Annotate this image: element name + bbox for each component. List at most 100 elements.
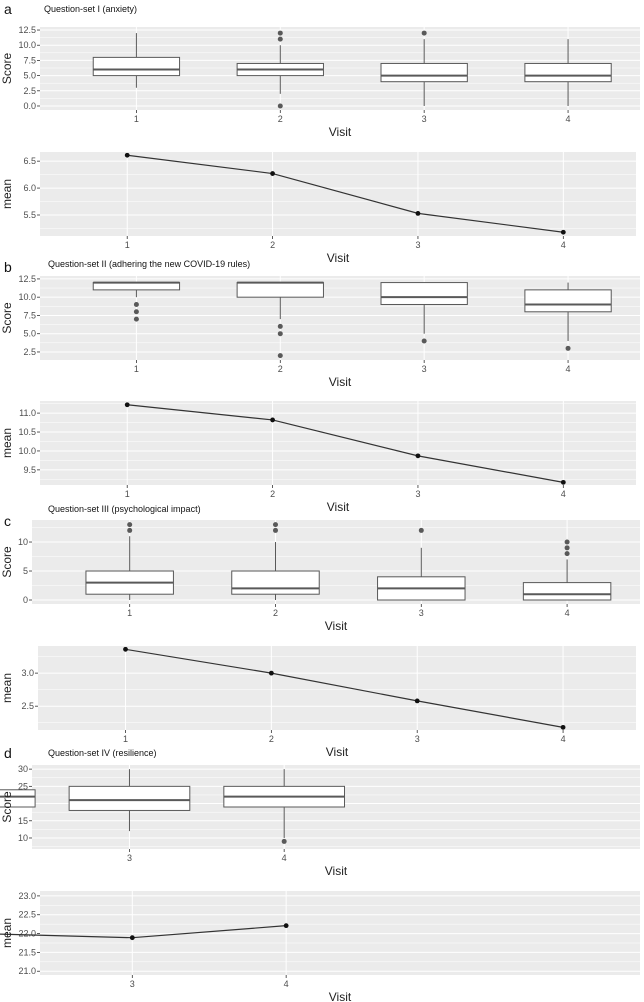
x-tick-label: 4 — [282, 853, 287, 863]
y-tick-label: 6.0 — [23, 183, 36, 193]
outlier-point — [127, 527, 133, 533]
x-tick-label: 3 — [127, 853, 132, 863]
outlier-point — [133, 301, 139, 307]
x-tick-label: 4 — [284, 979, 289, 989]
box-iqr — [380, 62, 468, 83]
y-tick-label: 2.5 — [21, 701, 34, 711]
y-axis-title: Score — [0, 546, 14, 578]
panel-b-line: 9.5 10.0 10.5 11.0 1 2 3 4 mean Visit — [0, 401, 636, 514]
box-visit-3 — [380, 30, 468, 106]
box-visit-1 — [85, 522, 174, 600]
outlier-point — [418, 527, 424, 533]
outlier-point — [127, 522, 133, 528]
outlier-point — [277, 353, 283, 359]
mean-point — [123, 646, 128, 652]
x-tick-label: 3 — [422, 364, 427, 374]
box-visit-4 — [524, 39, 612, 106]
x-tick-label: 2 — [273, 608, 278, 618]
box-iqr — [0, 789, 36, 808]
y-tick-label: 10.0 — [18, 292, 36, 302]
y-tick-label: 2.5 — [23, 86, 36, 96]
panel-b-box: 2.5 5.0 7.5 10.0 12.5 1 2 3 4 b Question-set II (a… — [0, 259, 640, 389]
y-tick-label: 10.0 — [18, 446, 36, 456]
y-tick-label: 22.5 — [18, 910, 36, 920]
x-axis-title: Visit — [329, 375, 352, 389]
y-axis-title: mean — [0, 673, 14, 703]
x-tick-label: 3 — [419, 608, 424, 618]
mean-line — [127, 154, 564, 233]
panel-letter: b — [4, 259, 12, 275]
x-tick-label: 4 — [565, 608, 570, 618]
outlier-point — [565, 345, 571, 351]
y-tick-label: 7.5 — [23, 310, 36, 320]
box-visit-2 — [236, 281, 324, 359]
x-axis-title: Visit — [325, 864, 348, 878]
x-tick-label: 2 — [270, 240, 275, 250]
box-iqr — [236, 282, 324, 298]
box-visit-2 — [0, 789, 36, 808]
box-visit-4 — [223, 769, 346, 844]
x-tick-label: 1 — [123, 734, 128, 744]
mean-point — [268, 670, 274, 676]
box-iqr — [380, 282, 468, 305]
x-tick-label: 2 — [269, 734, 274, 744]
x-tick-label: 3 — [415, 240, 420, 250]
box-visit-4 — [524, 282, 612, 351]
outlier-point — [421, 30, 427, 36]
y-axis-title: Score — [0, 53, 14, 85]
y-tick-label: 10.0 — [18, 40, 36, 50]
outlier-point — [564, 539, 570, 545]
mean-line — [125, 648, 564, 728]
x-tick-label: 4 — [561, 489, 566, 499]
y-tick-label: 30 — [18, 764, 28, 774]
plot-background — [40, 152, 636, 236]
panel-title: Question-set IV (resilience) — [48, 748, 157, 758]
y-tick-label: 23.0 — [18, 891, 36, 901]
x-axis-title: Visit — [329, 990, 352, 1002]
outlier-point — [564, 551, 570, 557]
panel-a-box: 0.0 2.5 5.0 7.5 10.0 12.5 1 2 3 4 a Question-set I … — [0, 1, 640, 139]
y-tick-label: 25 — [18, 781, 28, 791]
panel-c-box: 0 5 10 1 2 3 4 c Question-set III (psychological… — [0, 504, 640, 633]
x-axis-title: Visit — [327, 500, 350, 514]
y-tick-label: 6.5 — [23, 156, 36, 166]
y-axis-title: Score — [0, 302, 14, 334]
x-axis-title: Visit — [325, 619, 348, 633]
outlier-point — [277, 103, 283, 109]
x-tick-label: 2 — [278, 114, 283, 124]
panel-d-line: 21.021.522.022.523.0234meanVisit — [0, 891, 640, 1002]
y-tick-label: 5 — [23, 566, 28, 576]
mean-point — [560, 229, 566, 235]
y-tick-label: 10.5 — [18, 427, 36, 437]
box-iqr — [522, 582, 612, 601]
x-tick-label: 3 — [415, 489, 420, 499]
outlier-point — [272, 522, 278, 528]
x-tick-label: 1 — [125, 240, 130, 250]
y-tick-label: 5.0 — [23, 329, 36, 339]
panel-letter: a — [4, 1, 12, 17]
box-visit-1 — [92, 281, 181, 322]
mean-point — [124, 402, 130, 408]
mean-point — [560, 724, 566, 730]
y-tick-label: 22.0 — [18, 929, 36, 939]
box-iqr — [92, 282, 181, 291]
x-tick-label: 3 — [415, 734, 420, 744]
plot-background — [40, 401, 636, 485]
x-tick-label: 3 — [422, 114, 427, 124]
y-tick-label: 12.5 — [18, 274, 36, 284]
box-visit-3 — [380, 282, 468, 344]
plot-background — [40, 891, 640, 975]
box-visit-1 — [92, 33, 181, 88]
box-iqr — [92, 56, 181, 77]
box-iqr — [68, 785, 191, 811]
mean-point — [414, 698, 420, 704]
mean-line — [127, 404, 564, 483]
outlier-point — [564, 545, 570, 551]
x-tick-label: 4 — [566, 114, 571, 124]
outlier-point — [421, 338, 427, 344]
mean-point — [283, 923, 289, 929]
outlier-point — [277, 331, 283, 337]
y-tick-label: 21.5 — [18, 947, 36, 957]
mean-point — [415, 453, 421, 459]
